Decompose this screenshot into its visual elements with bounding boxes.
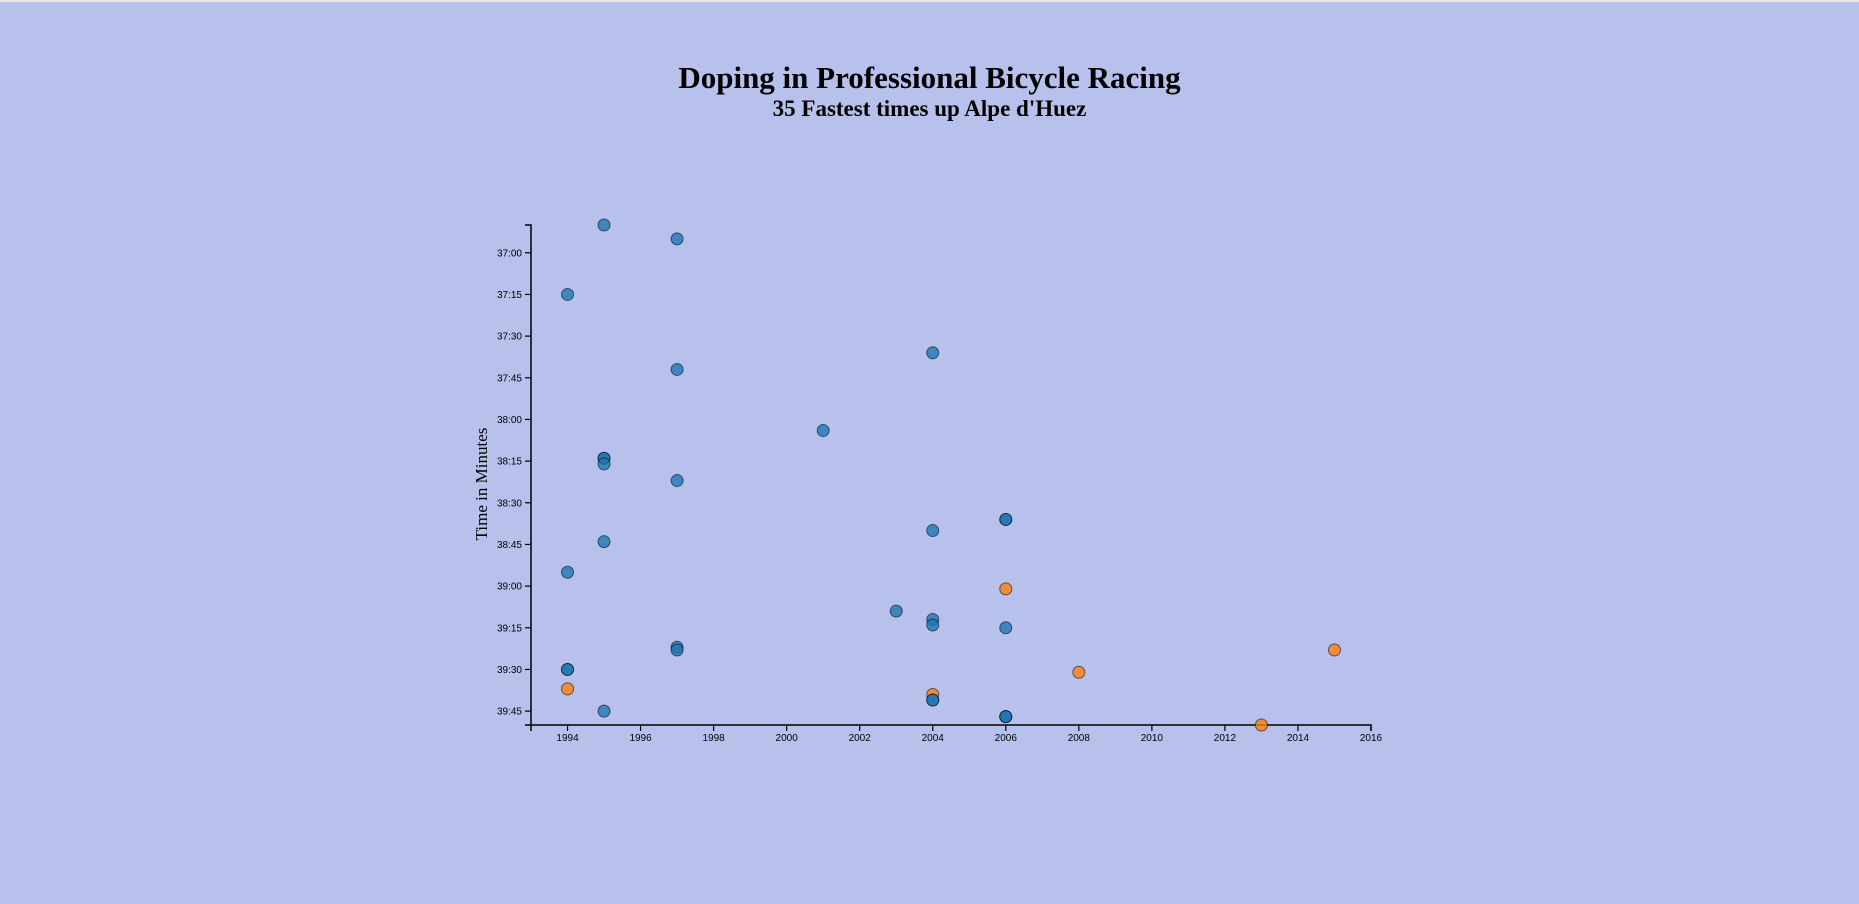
data-point-no-doping[interactable] xyxy=(1072,665,1086,679)
x-tick-label: 2002 xyxy=(849,733,872,744)
data-point-doping[interactable] xyxy=(670,474,684,488)
y-tick-label: 39:45 xyxy=(497,707,522,718)
y-tick-label: 37:45 xyxy=(497,373,522,384)
data-point-doping[interactable] xyxy=(816,424,830,438)
chart-title: Doping in Professional Bicycle Racing xyxy=(678,60,1181,95)
x-tick-label: 2016 xyxy=(1360,733,1383,744)
x-tick-label: 1994 xyxy=(556,733,579,744)
data-point-doping[interactable] xyxy=(999,512,1013,526)
window-top-border xyxy=(0,0,1859,2)
x-tick-label: 2006 xyxy=(995,733,1018,744)
chart-header: Doping in Professional Bicycle Racing 35… xyxy=(0,60,1859,122)
y-tick-label: 37:30 xyxy=(497,332,522,343)
y-axis: 37:00 37:15 37:30 37:45 38:00 38:15 38:30 38:45… xyxy=(497,224,532,726)
data-point-doping[interactable] xyxy=(926,346,940,360)
data-point-doping[interactable] xyxy=(926,524,940,538)
x-axis: 1994 1996 1998 2000 2002 2004 2006 2008 2010 2012… xyxy=(530,724,1383,744)
x-tick-label: 2008 xyxy=(1068,733,1091,744)
x-tick-label: 1996 xyxy=(629,733,652,744)
data-point-no-doping[interactable] xyxy=(1327,643,1341,657)
chart-subtitle: 35 Fastest times up Alpe d'Huez xyxy=(772,96,1087,121)
x-tick-label: 2012 xyxy=(1214,733,1237,744)
data-point-doping[interactable] xyxy=(561,565,575,579)
data-point-doping[interactable] xyxy=(999,621,1013,635)
y-axis-line xyxy=(525,224,532,726)
x-tick-label: 2000 xyxy=(776,733,799,744)
x-tick-label: 2010 xyxy=(1141,733,1164,744)
data-point-no-doping[interactable] xyxy=(561,682,575,696)
x-tick-label: 2004 xyxy=(922,733,945,744)
data-point-doping[interactable] xyxy=(926,618,940,632)
y-tick-label: 39:30 xyxy=(497,665,522,676)
data-point-doping[interactable] xyxy=(561,287,575,301)
data-point-doping[interactable] xyxy=(889,604,903,618)
y-tick-label: 39:15 xyxy=(497,623,522,634)
x-axis-line xyxy=(530,724,1372,731)
data-point-doping[interactable] xyxy=(597,704,611,718)
x-tick-label: 2014 xyxy=(1287,733,1310,744)
y-tick-label: 38:15 xyxy=(497,457,522,468)
data-point-doping[interactable] xyxy=(597,535,611,549)
y-tick-label: 39:00 xyxy=(497,582,522,593)
y-tick-label: 38:00 xyxy=(497,415,522,426)
data-point-no-doping[interactable] xyxy=(999,582,1013,596)
data-point-doping[interactable] xyxy=(670,232,684,246)
y-axis-label: Time in Minutes xyxy=(472,428,491,541)
x-tick-label: 1998 xyxy=(702,733,725,744)
y-tick-label: 37:15 xyxy=(497,290,522,301)
data-point-doping[interactable] xyxy=(561,662,575,676)
data-point-doping[interactable] xyxy=(597,218,611,232)
data-point-doping[interactable] xyxy=(670,643,684,657)
y-tick-label: 38:30 xyxy=(497,498,522,509)
data-points xyxy=(561,218,1341,732)
data-point-doping[interactable] xyxy=(999,710,1013,724)
data-point-doping[interactable] xyxy=(670,362,684,376)
y-tick-label: 37:00 xyxy=(497,248,522,259)
y-tick-label: 38:45 xyxy=(497,540,522,551)
data-point-no-doping[interactable] xyxy=(1254,718,1268,732)
data-point-doping[interactable] xyxy=(926,693,940,707)
data-point-doping[interactable] xyxy=(597,457,611,471)
